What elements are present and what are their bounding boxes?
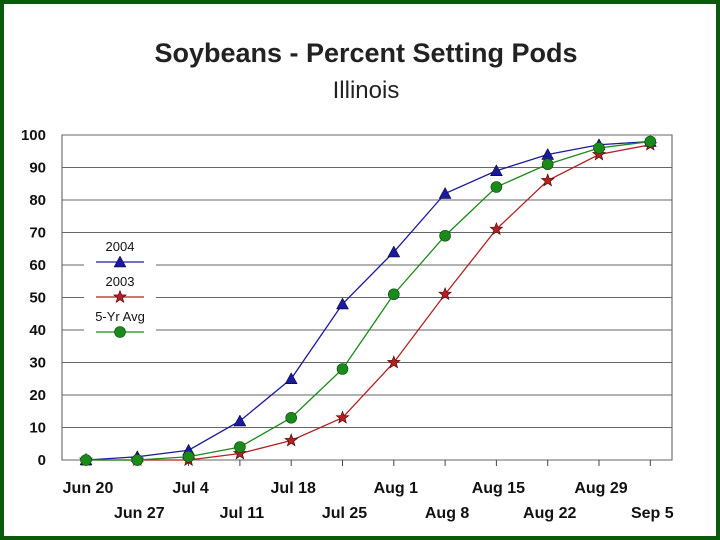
series-line-2003 (86, 144, 651, 461)
y-tick-label: 20 (29, 387, 46, 404)
y-tick-label: 10 (29, 420, 46, 437)
data-point-2003 (438, 286, 453, 301)
data-point-5-yr-avg (593, 142, 605, 154)
data-point-5-yr-avg (234, 441, 246, 453)
x-tick-label: Aug 15 (472, 480, 525, 497)
data-point-5-yr-avg (541, 158, 554, 171)
series-line-2004 (85, 140, 651, 461)
legend-bg (84, 272, 156, 306)
data-point-5-yr-avg (336, 363, 349, 375)
y-tick-label: 100 (21, 127, 46, 144)
data-point-2004 (489, 164, 503, 176)
data-point-2004 (233, 414, 247, 427)
data-point-2004 (438, 186, 452, 199)
y-tick-label: 50 (29, 290, 46, 307)
y-tick-label: 30 (29, 355, 46, 372)
data-point-5-yr-avg (80, 454, 92, 466)
data-point-5-yr-avg (387, 288, 400, 301)
chart-title: Soybeans - Percent Setting Pods (154, 38, 577, 68)
legend-label-5-yr-avg: 5-Yr Avg (95, 309, 145, 324)
chart-subtitle: Illinois (333, 77, 400, 104)
y-tick-label: 80 (29, 192, 46, 209)
x-tick-label: Jun 27 (114, 505, 165, 522)
x-tick-label: Jul 11 (220, 505, 265, 522)
data-point-5-yr-avg (285, 411, 298, 424)
x-tick-label: Jul 4 (172, 480, 209, 497)
y-tick-label: 0 (38, 452, 46, 469)
data-point-2003 (540, 173, 555, 187)
data-point-5-yr-avg (131, 454, 144, 466)
legend-marker-2004 (113, 255, 127, 268)
y-tick-label: 40 (29, 322, 46, 339)
x-tick-label: Aug 22 (523, 505, 576, 522)
data-point-2003 (232, 446, 247, 460)
data-point-2003 (335, 410, 350, 424)
data-point-2004 (387, 245, 401, 258)
x-tick-label: Sep 5 (631, 505, 674, 522)
x-tick-label: Aug 8 (425, 505, 470, 522)
y-tick-label: 60 (29, 257, 46, 274)
data-point-2004 (336, 297, 349, 310)
data-point-2003 (386, 355, 401, 369)
x-tick-label: Jul 18 (271, 480, 316, 497)
data-point-2003 (591, 147, 607, 161)
legend-marker-5-yr-avg (114, 326, 126, 338)
x-tick-label: Jun 20 (63, 480, 114, 497)
x-tick-label: Aug 1 (374, 480, 419, 497)
legend-marker-2003 (112, 289, 128, 304)
legend-label-2003: 2003 (106, 274, 135, 289)
series-line-5-yr-avg (86, 140, 651, 461)
legend-label-2004: 2004 (106, 239, 135, 254)
data-point-5-yr-avg (644, 135, 657, 148)
data-point-5-yr-avg (490, 181, 503, 193)
data-point-2004 (284, 372, 298, 384)
data-point-5-yr-avg (182, 450, 195, 463)
y-tick-label: 90 (29, 160, 46, 177)
x-tick-label: Aug 29 (574, 480, 627, 497)
data-point-2003 (489, 221, 504, 236)
data-point-2003 (284, 433, 299, 447)
data-point-5-yr-avg (439, 229, 451, 242)
x-tick-label: Jul 25 (322, 505, 367, 522)
y-tick-label: 70 (29, 225, 46, 242)
